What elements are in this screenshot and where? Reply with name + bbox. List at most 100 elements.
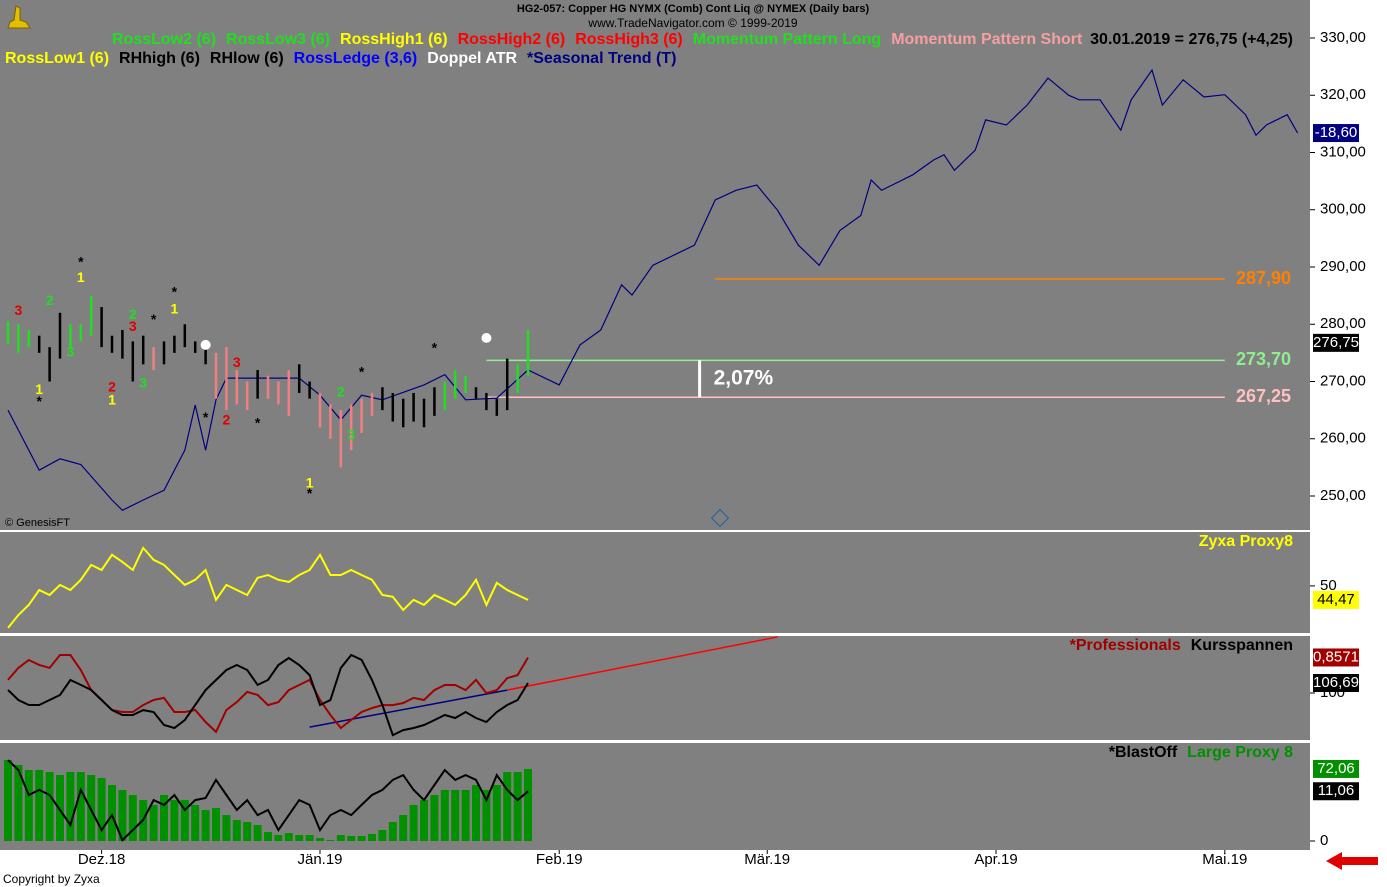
signal-dot: [481, 332, 492, 343]
bar: [492, 785, 501, 841]
bar: [409, 805, 418, 841]
value-badge-bg: [1313, 782, 1359, 801]
bar-annotation: *: [203, 409, 209, 425]
panel-bg: [0, 636, 1310, 740]
bar: [76, 772, 85, 841]
bar-annotation: 3: [347, 427, 355, 443]
legend-item: RossHigh1 (6): [340, 31, 448, 48]
value-badge-bg: [1313, 759, 1359, 778]
legend-item: Momentum Pattern Short: [891, 31, 1083, 48]
bar-annotation: *: [359, 364, 365, 380]
x-tick-label: Feb.19: [536, 851, 583, 868]
legend-item: RossHigh3 (6): [575, 31, 683, 48]
bar-annotation: 1: [171, 301, 179, 317]
chart-subtitle: www.TradeNavigator.com © 1999-2019: [587, 16, 797, 30]
legend-item: *BlastOff: [1109, 744, 1178, 761]
credit: © GenesisFT: [5, 517, 70, 529]
chart-title: HG2-057: Copper HG NYMX (Comb) Cont Liq …: [517, 3, 870, 15]
bar: [24, 770, 33, 841]
bar: [378, 830, 387, 841]
legend-item: RHlow (6): [210, 50, 284, 67]
y-tick-label: 320,00: [1320, 86, 1366, 103]
legend-item: RossLow3 (6): [226, 31, 330, 48]
panel-bg: [0, 532, 1310, 633]
bar: [149, 805, 158, 841]
bar-annotation: *: [255, 415, 261, 431]
x-tick-label: Jän.19: [297, 851, 342, 868]
copyright: Copyright by Zyxa: [3, 872, 100, 886]
value-badge: 0,8571: [1313, 648, 1359, 665]
range-label: 2,07%: [714, 366, 774, 389]
y-tick-label: 260,00: [1320, 430, 1366, 447]
bar-annotation: *: [78, 254, 84, 270]
bar: [118, 790, 127, 841]
bar: [232, 820, 241, 841]
bar: [326, 840, 335, 841]
bar: [274, 835, 283, 841]
value-badge: 72,06: [1317, 760, 1355, 777]
bar: [513, 772, 522, 841]
bar: [97, 778, 106, 841]
trend-line: [309, 689, 508, 728]
legend-item: *Seasonal Trend (T): [527, 50, 676, 67]
bar: [357, 836, 366, 841]
price-panel-bg: [0, 0, 1310, 530]
bar: [66, 772, 75, 841]
bar: [503, 772, 512, 841]
bar-annotation: 1: [35, 381, 43, 397]
legend-item: Momentum Pattern Long: [693, 31, 881, 48]
value-badge-bg: [1313, 124, 1359, 143]
bar: [388, 822, 397, 841]
bar-annotation: 1: [306, 475, 314, 491]
bar-annotation: *: [172, 283, 178, 299]
bar: [212, 808, 221, 841]
bar: [420, 800, 429, 841]
level-label: 287,90: [1236, 268, 1291, 288]
value-badge-bg: [1313, 674, 1359, 693]
bar: [45, 772, 54, 841]
scroll-arrow[interactable]: [1326, 852, 1378, 870]
bar: [440, 790, 449, 841]
y-tick-label: 250,00: [1320, 487, 1366, 504]
trend-line: [507, 636, 778, 691]
bar: [35, 770, 44, 841]
bar: [399, 815, 408, 841]
marker-icon: [710, 508, 730, 528]
bar-annotation: 3: [129, 318, 137, 334]
bar: [14, 765, 23, 841]
bar: [160, 795, 169, 841]
legend-item: RossLow2 (6): [112, 31, 216, 48]
level-label: 273,70: [1236, 349, 1291, 369]
bar: [56, 775, 65, 841]
x-tick-label: Apr.19: [974, 851, 1017, 868]
bar-annotation: 2: [223, 412, 231, 428]
y-tick-label: 0: [1320, 832, 1328, 849]
value-badge: 44,47: [1317, 591, 1355, 608]
legend-item: RossLedge (3,6): [294, 50, 418, 67]
bar-annotation: 3: [67, 344, 75, 360]
bar: [243, 822, 252, 841]
value-badge-bg: [1313, 590, 1359, 609]
bar-annotation: 2: [108, 378, 116, 394]
bar: [316, 838, 325, 841]
last-quote: 30.01.2019 = 276,75 (+4,25): [1090, 31, 1293, 48]
bar: [451, 790, 460, 841]
value-badge: 276,75: [1313, 334, 1359, 351]
series-line: [7, 653, 529, 737]
x-tick-label: Dez.18: [78, 851, 126, 868]
bar: [4, 760, 13, 841]
value-badge: 11,06: [1318, 782, 1354, 799]
y-tick-label: 50: [1320, 577, 1337, 594]
bar-annotation: 2: [129, 306, 137, 322]
bar-annotation: 2: [337, 384, 345, 400]
bar-annotation: 2: [46, 292, 54, 308]
bar-annotation: 3: [15, 302, 23, 318]
bar-annotation: 1: [108, 392, 116, 408]
bar: [305, 835, 314, 841]
bar: [128, 795, 137, 841]
legend-item: RossHigh2 (6): [458, 31, 566, 48]
logo: [7, 5, 31, 29]
y-tick-label: 280,00: [1320, 315, 1366, 332]
